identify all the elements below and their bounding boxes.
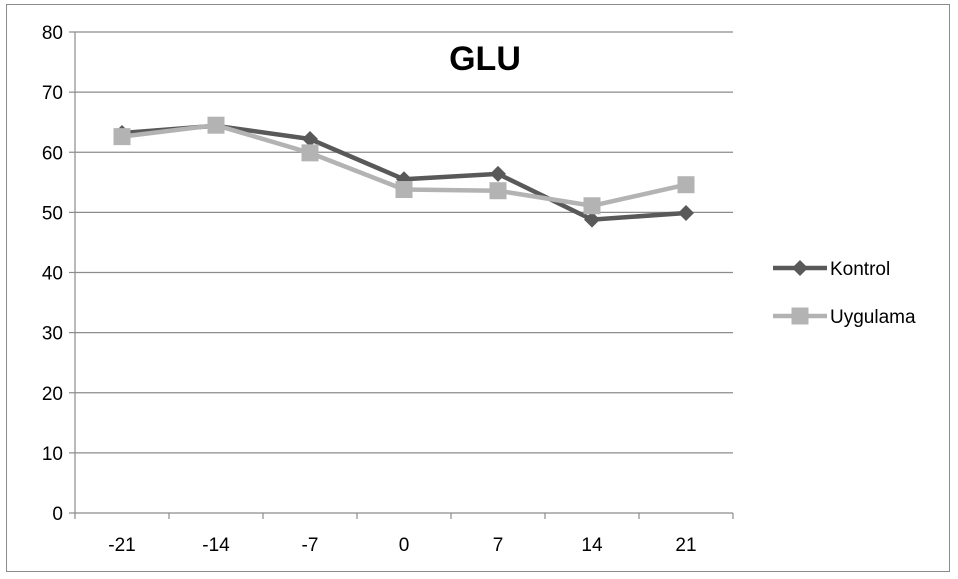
legend-item-kontrol: Kontrol: [773, 259, 890, 280]
y-tick-label: 10: [42, 444, 63, 465]
y-tick-label: 50: [42, 203, 63, 224]
data-point-kontrol: [490, 165, 506, 182]
data-point-uygulama: [489, 182, 507, 200]
chart-frame: [6, 4, 950, 572]
data-point-uygulama: [113, 128, 131, 146]
chart-title: GLU: [449, 40, 521, 78]
data-point-kontrol: [678, 204, 694, 221]
data-point-uygulama: [583, 197, 601, 215]
x-tick-label: 21: [675, 535, 696, 556]
y-tick-label: 60: [42, 143, 63, 164]
x-tick-label: -14: [202, 535, 230, 556]
legend-marker: [792, 260, 808, 276]
legend-label: Kontrol: [830, 259, 890, 280]
x-tick-label: 7: [493, 535, 504, 556]
series: [113, 116, 695, 228]
x-tick-label: 0: [399, 535, 410, 556]
y-tick-label: 40: [42, 264, 63, 285]
data-point-uygulama: [301, 144, 319, 162]
series-uygulama: [113, 116, 695, 215]
x-tick-label: 14: [581, 535, 603, 556]
data-point-kontrol: [584, 211, 600, 228]
data-point-kontrol: [302, 131, 318, 148]
legend-marker: [791, 307, 809, 325]
y-tick-label: 0: [52, 504, 63, 525]
legend: Kontrol Uygulama: [773, 259, 916, 328]
y-tick-label: 20: [42, 384, 63, 405]
y-tick-label: 80: [42, 23, 63, 44]
x-tick-label: -21: [108, 535, 135, 556]
legend-label: Uygulama: [830, 307, 916, 328]
series-kontrol: [114, 117, 694, 228]
data-point-uygulama: [677, 176, 695, 194]
gridlines: [75, 31, 733, 454]
y-tick-label: 30: [42, 324, 63, 345]
legend-item-uygulama: Uygulama: [773, 307, 916, 328]
data-point-uygulama: [395, 181, 413, 199]
data-point-uygulama: [207, 116, 225, 134]
x-tick-label: -7: [302, 535, 319, 556]
y-tick-label: 70: [42, 83, 63, 104]
axes: 0 10 20 30 40 50 60 70 80 -21 -14 -7 0 7 14 21: [42, 23, 734, 556]
